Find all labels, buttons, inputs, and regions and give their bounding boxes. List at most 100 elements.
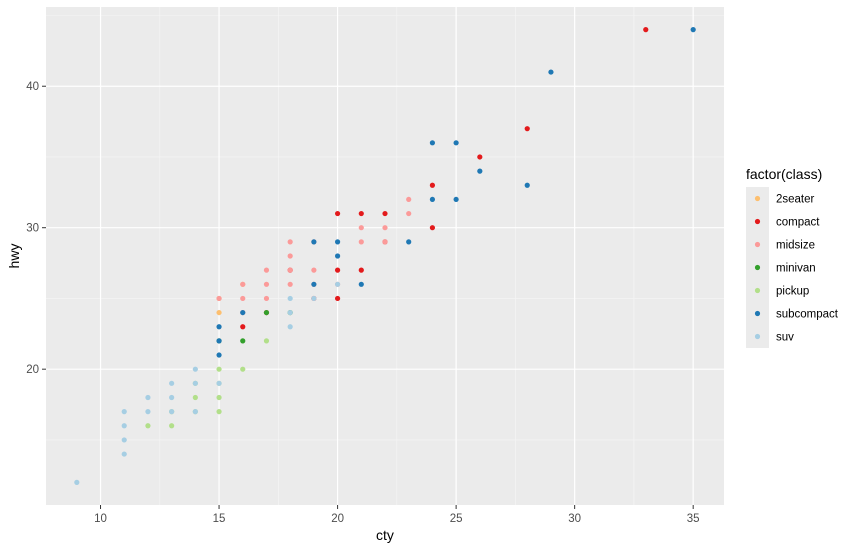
legend-label-minivan: minivan xyxy=(776,263,816,275)
data-point-suv xyxy=(169,394,175,401)
data-point-compact xyxy=(358,210,364,217)
data-point-suv xyxy=(334,281,341,287)
x-tick-label: 35 xyxy=(687,513,700,525)
data-point-subcompact xyxy=(216,352,222,358)
data-point-subcompact xyxy=(334,253,341,259)
legend-marker-compact xyxy=(754,218,761,225)
data-point-pickup xyxy=(169,423,175,429)
data-point-midsize xyxy=(406,196,412,203)
data-point-minivan xyxy=(240,338,246,344)
legend-label-subcompact: subcompact xyxy=(776,309,839,321)
legend-label-midsize: midsize xyxy=(776,240,815,252)
data-point-midsize xyxy=(287,253,293,259)
data-point-subcompact xyxy=(240,309,246,316)
y-tick-label: 30 xyxy=(26,223,39,235)
data-point-midsize xyxy=(263,267,270,273)
data-point-pickup xyxy=(216,394,222,401)
x-axis-label: cty xyxy=(376,527,394,543)
data-point-subcompact xyxy=(453,140,459,146)
data-point-subcompact xyxy=(311,239,317,245)
data-point-pickup xyxy=(192,394,198,401)
data-point-pickup xyxy=(216,409,222,415)
legend-label-suv: suv xyxy=(776,332,794,344)
data-point-subcompact xyxy=(477,168,483,174)
data-point-pickup xyxy=(263,338,270,344)
data-point-midsize xyxy=(358,239,364,245)
data-point-subcompact xyxy=(453,196,459,203)
data-point-2seater xyxy=(216,309,222,316)
data-point-compact xyxy=(334,267,341,273)
data-point-subcompact xyxy=(524,182,530,188)
data-point-midsize xyxy=(311,267,317,273)
x-axis: 10 15 20 25 30 35 xyxy=(94,505,700,525)
data-point-compact xyxy=(477,154,483,160)
data-point-subcompact xyxy=(429,196,436,203)
y-axis: 20 30 40 xyxy=(26,81,46,376)
legend-label-compact: compact xyxy=(776,217,820,229)
y-tick-label: 40 xyxy=(26,81,39,93)
data-point-suv xyxy=(287,295,293,302)
data-point-suv xyxy=(287,324,293,330)
legend-marker-midsize xyxy=(754,241,761,248)
data-point-suv xyxy=(192,380,198,386)
data-point-suv xyxy=(74,479,80,485)
data-point-subcompact xyxy=(216,324,222,330)
data-point-subcompact xyxy=(334,239,341,245)
data-point-midsize xyxy=(358,225,364,231)
data-point-compact xyxy=(334,295,341,302)
data-point-midsize xyxy=(240,281,246,287)
data-point-suv xyxy=(145,409,151,415)
data-point-suv xyxy=(311,295,317,302)
data-point-suv xyxy=(287,309,293,316)
data-point-subcompact xyxy=(429,140,436,146)
data-point-midsize xyxy=(263,281,270,287)
y-tick-label: 20 xyxy=(26,364,39,376)
data-point-pickup xyxy=(145,423,151,429)
data-point-midsize xyxy=(240,295,246,302)
data-point-midsize xyxy=(263,295,270,302)
legend-title: factor(class) xyxy=(746,166,822,182)
data-point-compact xyxy=(429,182,436,188)
data-point-midsize xyxy=(287,239,293,245)
panel-background xyxy=(46,7,724,505)
legend-marker-subcompact xyxy=(754,310,761,317)
data-point-minivan xyxy=(263,309,270,316)
x-tick-label: 25 xyxy=(450,513,463,525)
data-point-suv xyxy=(121,437,127,443)
data-point-suv xyxy=(121,423,127,429)
data-point-midsize xyxy=(382,225,388,231)
data-point-suv xyxy=(121,409,127,415)
data-point-pickup xyxy=(216,366,222,372)
data-point-suv xyxy=(169,380,175,386)
legend-marker-suv xyxy=(754,333,761,340)
data-point-compact xyxy=(643,27,649,33)
data-point-compact xyxy=(240,324,246,330)
x-tick-label: 15 xyxy=(213,513,226,525)
legend-marker-minivan xyxy=(754,264,761,271)
data-point-suv xyxy=(216,380,222,386)
data-point-suv xyxy=(121,451,127,457)
minor-grid xyxy=(46,7,724,505)
data-point-midsize xyxy=(406,210,412,217)
data-point-midsize xyxy=(382,239,388,245)
data-point-suv xyxy=(145,394,151,401)
data-point-compact xyxy=(429,225,436,231)
data-point-suv xyxy=(192,366,198,372)
legend: factor(class) 2seater compact midsize miniv… xyxy=(746,166,839,348)
data-point-subcompact xyxy=(548,69,554,75)
data-point-compact xyxy=(358,267,364,273)
legend-marker-pickup xyxy=(754,287,761,294)
data-point-suv xyxy=(192,409,198,415)
data-point-subcompact xyxy=(216,338,222,344)
x-tick-label: 30 xyxy=(568,513,581,525)
legend-label-2seater: 2seater xyxy=(776,194,815,206)
points-layer xyxy=(74,27,696,485)
data-point-subcompact xyxy=(358,281,364,287)
data-point-midsize xyxy=(287,281,293,287)
y-axis-label: hwy xyxy=(6,244,22,269)
legend-marker-2seater xyxy=(754,195,761,202)
x-tick-label: 20 xyxy=(331,513,344,525)
data-point-pickup xyxy=(240,366,246,372)
